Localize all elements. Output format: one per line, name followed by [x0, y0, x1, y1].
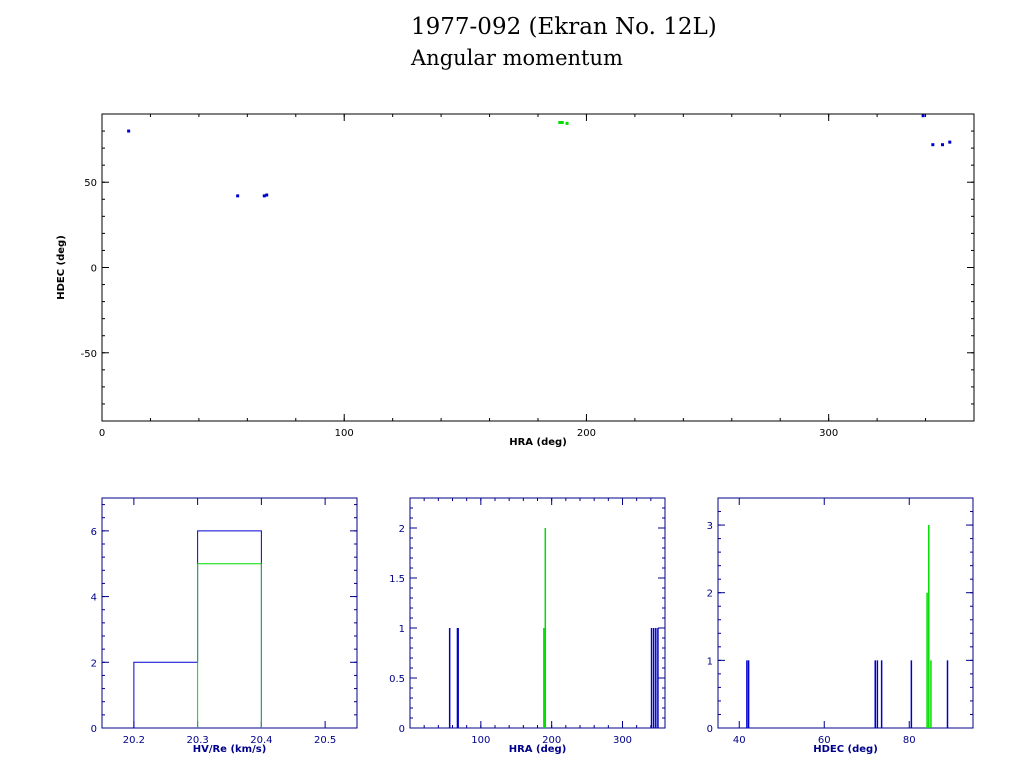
chart-title: 1977-092 (Ekran No. 12L)	[411, 14, 717, 40]
chart4-xlabel: HDEC (deg)	[813, 744, 878, 755]
chart3-xlabel: HRA (deg)	[509, 744, 567, 755]
chart2-ytick-label: 0	[91, 724, 97, 735]
chart1-point-blue	[236, 194, 240, 198]
chart2-xtick-label: 20.2	[123, 735, 145, 746]
chart1-point-green	[560, 121, 564, 125]
chart4-xtick-label: 60	[818, 735, 831, 746]
chart1-point-blue	[948, 140, 952, 144]
chart3-ytick-label: 0	[399, 724, 405, 735]
chart2-xtick-label: 20.4	[250, 735, 272, 746]
chart4-xtick-label: 80	[903, 735, 916, 746]
chart1-xtick-label: 200	[577, 428, 596, 439]
chart4-ytick-label: 3	[707, 521, 713, 532]
chart1-point-blue	[941, 143, 945, 147]
chart1-xtick-label: 0	[99, 428, 105, 439]
chart2-xlabel: HV/Re (km/s)	[193, 744, 267, 755]
chart3-ytick-label: 0.5	[389, 674, 405, 685]
chart3-ytick-label: 1.5	[389, 574, 405, 585]
chart4-xtick-label: 40	[733, 735, 746, 746]
chart1-ytick-label: 0	[91, 264, 97, 275]
chart1-frame	[101, 113, 975, 422]
chart2-frame	[101, 497, 358, 729]
chart1-point-blue	[262, 194, 266, 198]
chart3-xtick-label: 200	[542, 735, 561, 746]
chart4-ytick-label: 2	[707, 589, 713, 600]
chart2-ytick-label: 4	[91, 593, 97, 604]
chart-subtitle: Angular momentum	[411, 46, 623, 70]
chart1-point-green	[558, 121, 562, 125]
chart1-point-blue	[265, 193, 269, 197]
chart4-ytick-label: 0	[707, 724, 713, 735]
chart1-xlabel: HRA (deg)	[509, 437, 567, 448]
chart2-xtick-label: 20.3	[186, 735, 208, 746]
chart1-ytick-label: 50	[84, 178, 97, 189]
chart3-ytick-label: 1	[399, 624, 405, 635]
chart1-xtick-label: 100	[335, 428, 354, 439]
chart2-hist-green	[197, 563, 262, 728]
chart2-ytick-label: 2	[91, 658, 97, 669]
chart1-point-blue	[931, 143, 935, 147]
chart3-frame	[409, 497, 666, 729]
chart1-ylabel: HDEC (deg)	[56, 235, 67, 300]
chart2-ytick-label: 6	[91, 527, 97, 538]
chart1-xtick-label: 300	[819, 428, 838, 439]
chart3-xtick-label: 100	[471, 735, 490, 746]
chart4-ytick-label: 1	[707, 656, 713, 667]
chart1-point-blue	[127, 129, 131, 133]
chart2-xtick-label: 20.5	[314, 735, 336, 746]
chart1-point-blue	[921, 114, 925, 118]
chart1-ytick-label: -50	[81, 349, 97, 360]
chart1-point-green	[565, 121, 569, 125]
chart3-ytick-label: 2	[399, 524, 405, 535]
chart4-frame	[717, 497, 974, 729]
chart3-xtick-label: 300	[613, 735, 632, 746]
